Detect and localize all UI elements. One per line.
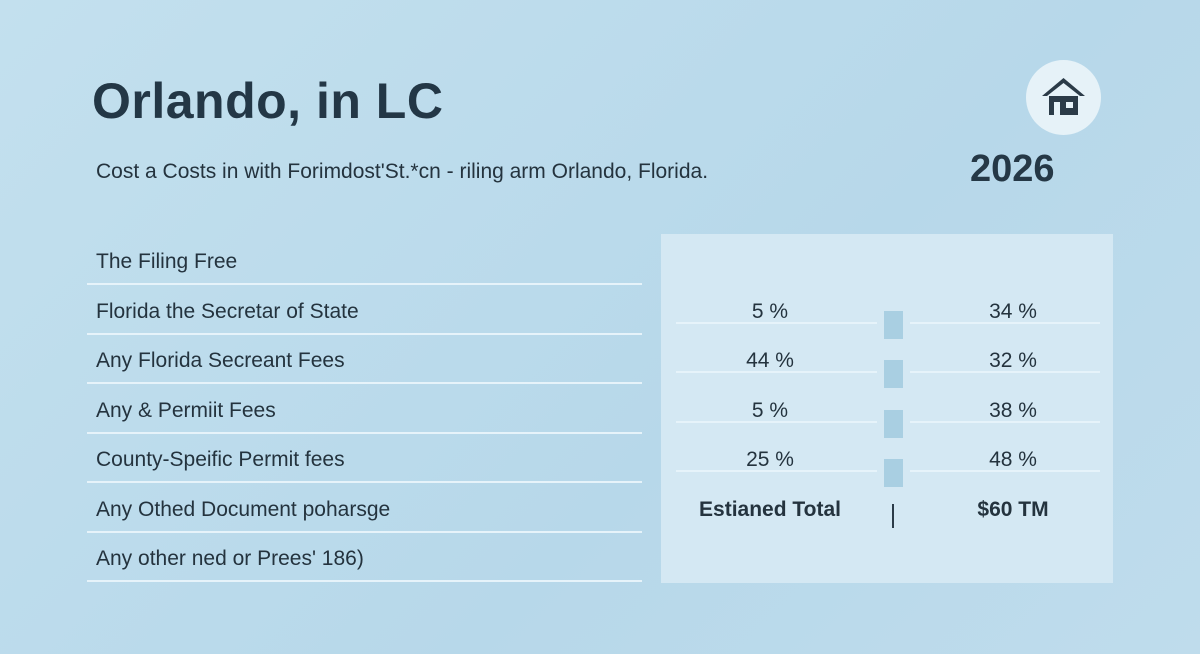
value-cell: 5 % <box>751 299 789 323</box>
indicator-square <box>884 310 903 339</box>
cell-separator <box>676 470 877 472</box>
row-separator <box>87 431 642 434</box>
value-cell: 32 % <box>989 349 1037 372</box>
row-separator <box>87 332 642 335</box>
value-cell: 44 % <box>746 349 794 372</box>
value-cell: 48 % <box>989 448 1037 471</box>
row-separator <box>87 382 642 384</box>
row-label: County-Speific Permit fees <box>96 448 345 471</box>
row-label: Any Florida Secreant Fees <box>96 349 345 372</box>
indicator-square <box>884 360 903 388</box>
subtitle: Cost a Costs in with Forimdost'St.*cn - … <box>96 160 709 183</box>
values-panel <box>661 234 1113 583</box>
row-separator <box>87 481 642 483</box>
cell-separator <box>910 470 1100 472</box>
value-cell: 34 % <box>989 299 1037 323</box>
house-glyph <box>1042 78 1085 115</box>
value-cell: 38 % <box>989 398 1037 422</box>
value-cell: $60 TM <box>977 497 1049 521</box>
cell-separator <box>910 371 1100 373</box>
row-separator <box>87 283 642 285</box>
row-label: Florida the Secretar of State <box>96 299 359 323</box>
cell-separator <box>910 420 1100 423</box>
year: 2026 <box>970 148 1055 190</box>
row-label: The Filing Free <box>96 250 238 273</box>
indicator-square <box>884 459 903 487</box>
cell-separator <box>676 420 877 423</box>
home-icon[interactable] <box>1026 60 1101 135</box>
row-label: Any Othed Document poharsge <box>96 497 391 521</box>
value-cell: 5 % <box>751 398 789 422</box>
value-cell: Estianed Total <box>699 497 841 521</box>
cell-separator <box>676 321 877 324</box>
row-label: Any other ned or Prees' 186) <box>96 547 364 570</box>
row-separator <box>87 580 642 582</box>
title: Orlando, in LC <box>92 73 444 129</box>
indicator-square <box>884 409 903 438</box>
value-cell: 25 % <box>746 448 794 471</box>
row-label: Any & Permiit Fees <box>96 398 276 422</box>
divider-mark <box>892 503 894 528</box>
cell-separator <box>910 321 1100 324</box>
cell-separator <box>676 371 877 373</box>
row-separator <box>87 530 642 533</box>
